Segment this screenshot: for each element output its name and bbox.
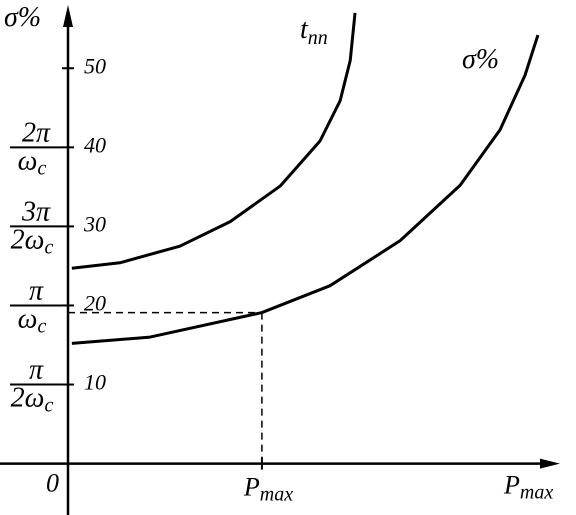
y-tick-label: 50 — [84, 53, 106, 78]
origin-label: 0 — [46, 469, 59, 498]
den-sub: c — [44, 395, 53, 417]
fraction-numerator: π — [29, 275, 44, 306]
series-label: σ% — [462, 44, 499, 75]
curve — [71, 12, 357, 270]
den-sub: c — [44, 236, 53, 258]
fraction-denominator: ωc — [18, 303, 47, 337]
den-main: 2ω — [11, 383, 45, 414]
y-tick-label: 40 — [84, 132, 106, 157]
y-tick-label: 10 — [84, 370, 106, 395]
den-sub: c — [37, 315, 46, 337]
fraction-numerator: 2π — [22, 117, 51, 148]
fraction-denominator: 2ωc — [11, 224, 54, 258]
marker-label: Pmax — [243, 473, 293, 506]
fraction-numerator: π — [29, 355, 44, 386]
y-tick-label: 30 — [83, 211, 106, 236]
den-main: ω — [18, 303, 38, 334]
curve — [71, 34, 540, 345]
fraction-denominator: ωc — [18, 145, 47, 179]
y-tick-label: 20 — [84, 290, 106, 315]
series-name: t — [300, 14, 309, 45]
den-sub: c — [37, 157, 46, 179]
den-main: ω — [18, 145, 38, 176]
x-axis-arrow — [540, 458, 560, 469]
label-sub: max — [520, 482, 553, 504]
fraction-denominator: 2ωc — [11, 383, 54, 417]
series-name-sub: пп — [308, 27, 328, 49]
label-main: P — [503, 471, 520, 500]
x-axis-label: Pmax — [503, 471, 553, 504]
y-axis-arrow — [63, 5, 73, 27]
label-main: P — [243, 473, 260, 502]
label-sub: max — [260, 484, 293, 506]
series-label: tпп — [300, 14, 328, 49]
y-axis-label: σ% — [4, 2, 41, 33]
den-main: 2ω — [11, 224, 45, 255]
fraction-numerator: 3π — [21, 196, 51, 227]
